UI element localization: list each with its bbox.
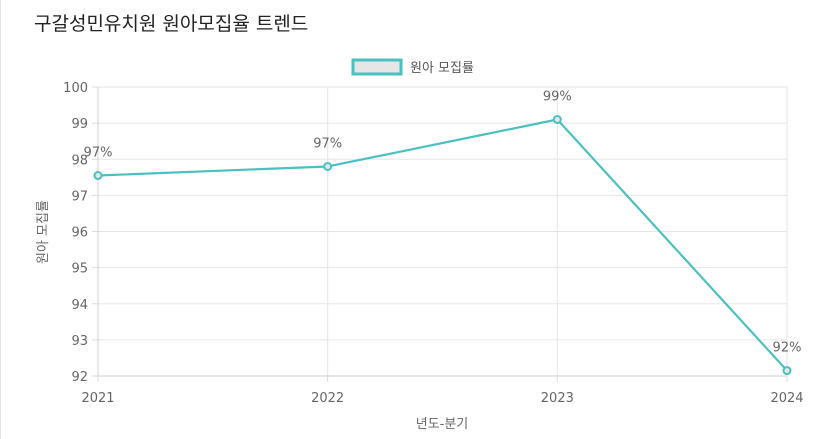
legend-label[interactable]: 원아 모집률 xyxy=(410,61,474,76)
grid-lines xyxy=(92,86,788,382)
y-tick-label: 100 xyxy=(63,81,88,96)
y-tick-label: 99 xyxy=(71,117,88,132)
y-tick-label: 95 xyxy=(71,262,88,277)
legend-swatch[interactable] xyxy=(351,58,403,76)
x-axis-ticks: 2021 2022 2023 2024 xyxy=(81,391,803,406)
data-label: 99% xyxy=(543,90,572,105)
y-tick-label: 97 xyxy=(71,189,88,204)
data-label: 92% xyxy=(773,341,802,356)
x-tick-label: 2021 xyxy=(81,391,114,406)
y-tick-label: 92 xyxy=(71,370,88,385)
series-layer xyxy=(93,115,792,376)
y-tick-label: 98 xyxy=(71,153,88,168)
y-tick-label: 94 xyxy=(71,298,88,313)
page-title: 구갈성민유치원 원아모집율 트렌드 xyxy=(34,13,309,35)
data-point[interactable] xyxy=(552,115,562,125)
x-axis-title: 년도-분기 xyxy=(416,417,469,432)
x-tick-label: 2022 xyxy=(311,391,344,406)
data-label: 97% xyxy=(84,146,113,161)
y-tick-label: 93 xyxy=(71,334,88,349)
data-point[interactable] xyxy=(93,171,103,181)
y-axis-title: 원아 모집률 xyxy=(36,200,51,264)
y-tick-label: 96 xyxy=(71,226,88,241)
data-labels-layer: 97% 97% 99% 92% xyxy=(84,90,802,356)
data-point[interactable] xyxy=(782,366,792,376)
x-tick-label: 2023 xyxy=(541,391,574,406)
x-tick-label: 2024 xyxy=(770,391,803,406)
y-axis-ticks: 100 99 98 97 96 95 94 93 92 xyxy=(63,81,88,385)
series-line xyxy=(97,118,788,372)
data-point[interactable] xyxy=(323,161,333,171)
data-label: 97% xyxy=(313,136,342,151)
legend[interactable]: 원아 모집률 xyxy=(351,58,474,76)
